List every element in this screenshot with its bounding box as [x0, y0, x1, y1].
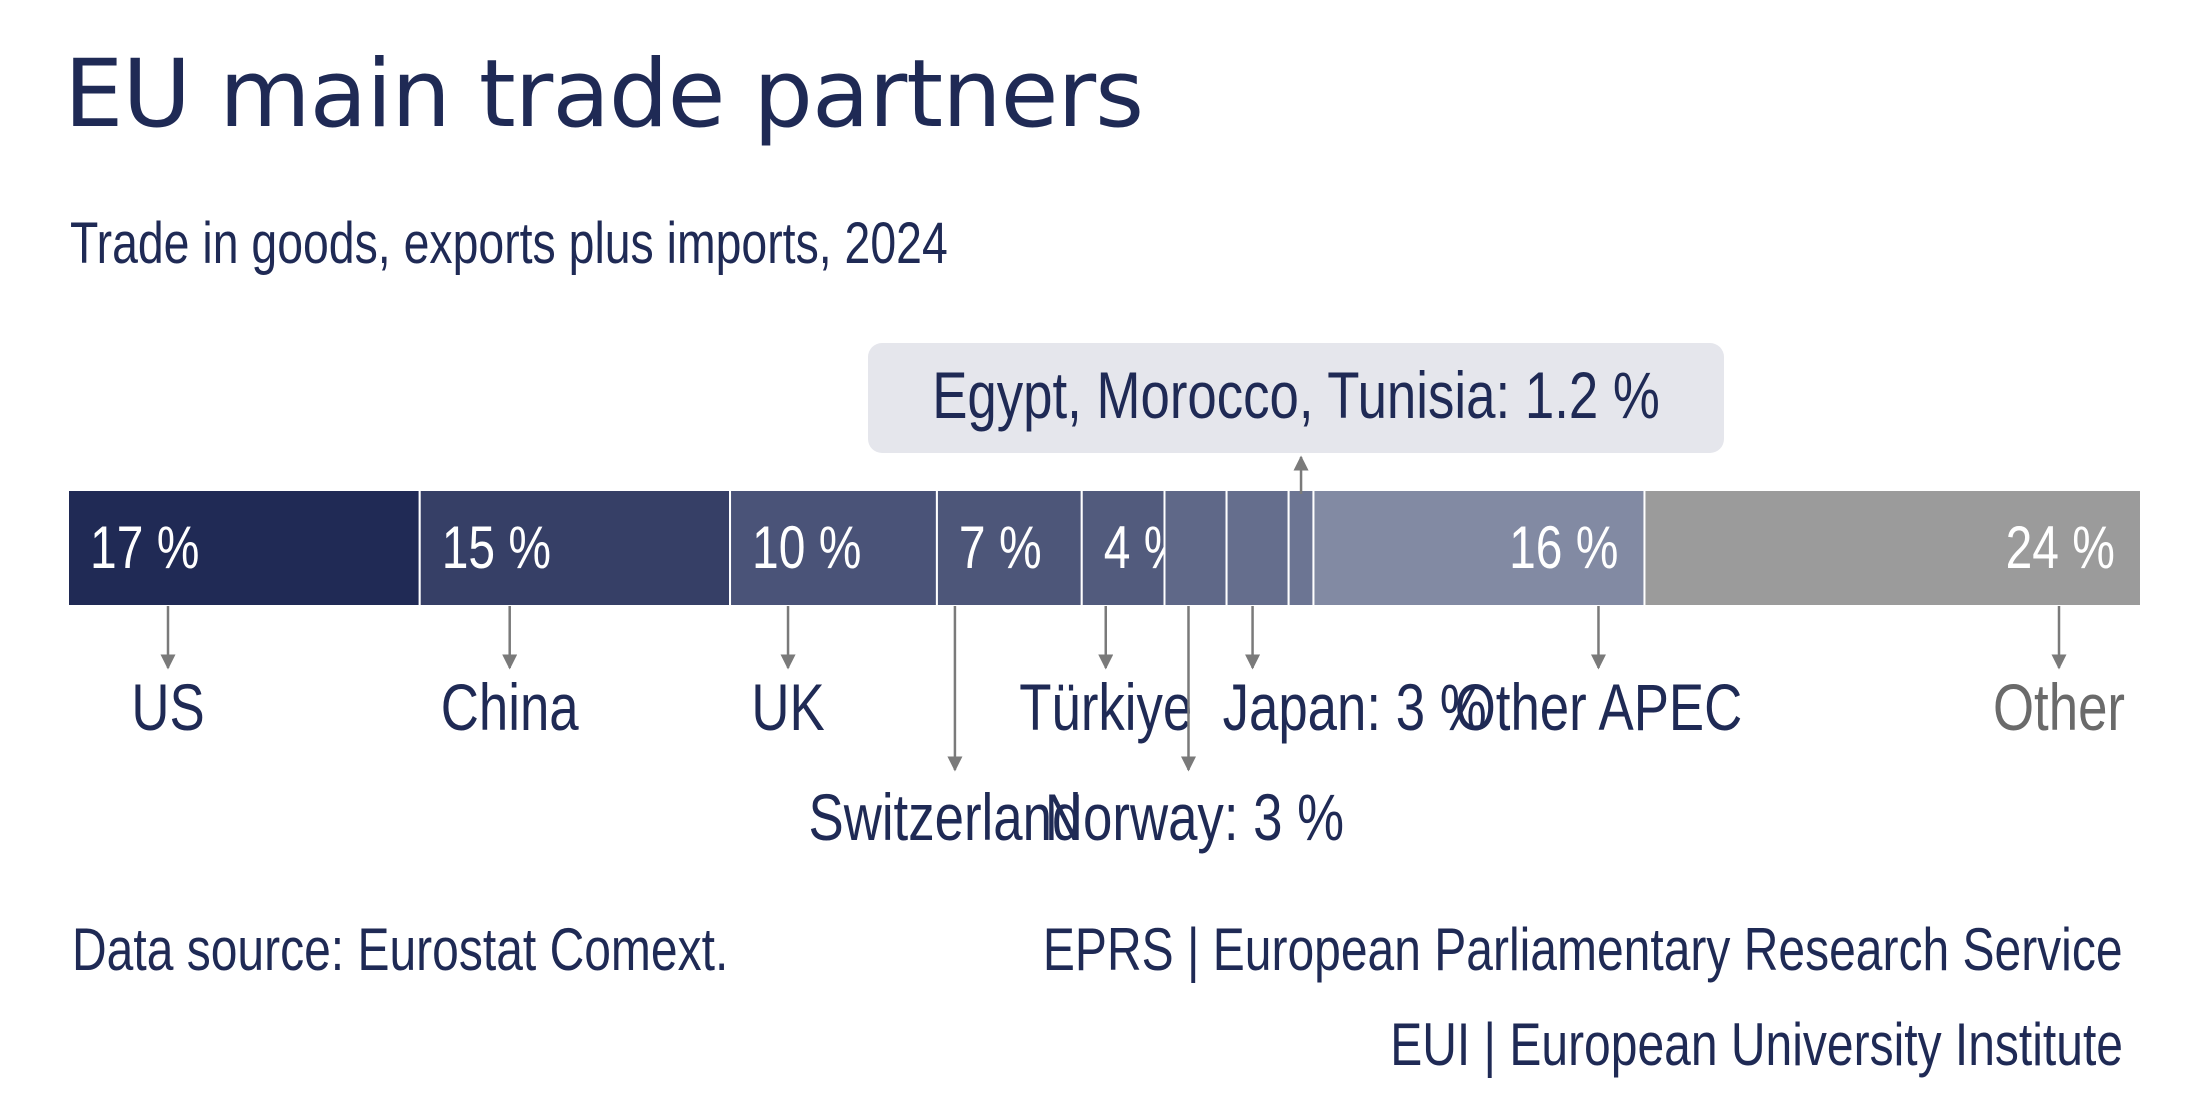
- bar-segment-china: [418, 489, 732, 607]
- value-label-other: 24 %: [2006, 514, 2115, 581]
- name-label-other: Other: [1993, 670, 2125, 744]
- bar-segment-japan: [1225, 489, 1290, 607]
- credit-eprs: EPRS | European Parliamentary Research S…: [1043, 916, 2123, 983]
- name-label-norway: Norway: 3 %: [1045, 780, 1344, 854]
- name-label-switzerland: Switzerland: [808, 780, 1081, 854]
- name-label-uk: UK: [751, 670, 824, 744]
- bar-segment-other: [1643, 489, 2142, 607]
- value-label-other-apec: 16 %: [1509, 514, 1618, 581]
- callout-box: [868, 343, 1724, 453]
- chart-subtitle: Trade in goods, exports plus imports, 20…: [70, 211, 948, 276]
- value-label-switzerland: 7 %: [959, 514, 1042, 581]
- value-label-china: 15 %: [442, 514, 551, 581]
- bar-segment-us: [67, 489, 421, 607]
- name-label-egypt-morocco-tunisia: Egypt, Morocco, Tunisia: 1.2 %: [932, 358, 1660, 432]
- chart-title: EU main trade partners: [64, 40, 1144, 149]
- name-label-japan: Japan: 3 %: [1223, 670, 1487, 744]
- name-label-us: US: [131, 670, 204, 744]
- bar-segment-switzerland: [935, 489, 1083, 607]
- bar-segment-uk: [729, 489, 938, 607]
- bar-segment-t-rkiye: [1080, 489, 1166, 607]
- credit-eui: EUI | European University Institute: [1390, 1011, 2123, 1078]
- name-label-china: China: [441, 670, 580, 744]
- bar-segment-other-apec: [1312, 489, 1646, 607]
- value-label-us: 17 %: [90, 514, 199, 581]
- bar-segment-norway: [1163, 489, 1228, 607]
- value-label-uk: 10 %: [752, 514, 861, 581]
- name-label-other-apec: Other APEC: [1455, 670, 1743, 744]
- bar-segment-egypt-morocco-tunisia: [1287, 489, 1315, 607]
- data-source: Data source: Eurostat Comext.: [72, 916, 729, 983]
- name-label-t-rkiye: Türkiye: [1019, 670, 1192, 744]
